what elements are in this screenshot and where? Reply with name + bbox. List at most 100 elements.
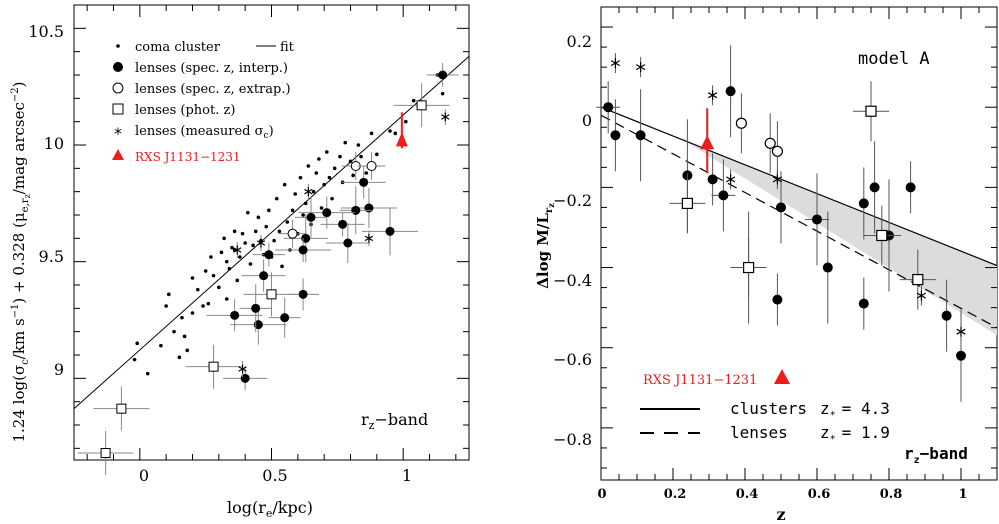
coma-point — [256, 215, 261, 220]
coma-point — [235, 278, 240, 283]
lens-extrap-point — [366, 161, 377, 171]
left-legend: coma cluster fit lenses (spec. z, interp… — [112, 40, 295, 164]
lens-measured-point — [441, 112, 450, 122]
coma-point — [159, 343, 163, 348]
right-asterisk-point — [610, 58, 621, 69]
right-y-tick-0.2: 0.2 — [567, 32, 592, 51]
right-rxs-label: RXS J1131−1231 — [643, 373, 757, 388]
coma-point — [243, 241, 247, 245]
coma-point — [338, 154, 342, 159]
coma-point — [388, 129, 392, 133]
coma-point — [332, 166, 337, 171]
left-y-tick-9: 9 — [54, 360, 64, 379]
coma-point — [348, 159, 353, 164]
right-filled-point — [776, 202, 786, 213]
coma-point — [238, 255, 242, 259]
coma-point — [351, 173, 355, 178]
legend-asterisk-symbol: * — [114, 124, 122, 143]
right-filled-point — [822, 262, 833, 273]
coma-point — [190, 276, 195, 280]
left-x-tick-0: 0 — [139, 466, 149, 485]
right-filled-point — [635, 130, 646, 141]
coma-point — [282, 182, 287, 187]
legend-clusters-label: clusters — [730, 399, 807, 418]
coma-point — [211, 273, 216, 278]
right-data-points — [596, 45, 966, 402]
left-band-label: rz−band — [361, 410, 428, 432]
right-asterisk-point — [725, 174, 736, 185]
coma-point — [280, 264, 284, 269]
right-filled-point — [905, 182, 916, 193]
right-y-tick-m0.6: −0.6 — [553, 350, 592, 369]
coma-point — [356, 143, 361, 147]
coma-point — [325, 150, 329, 154]
right-x-axis-title: z — [776, 505, 785, 524]
lens-measured-point — [304, 187, 313, 197]
coma-point — [182, 334, 187, 339]
lens-measured-point — [364, 233, 374, 243]
lens-interp-point — [338, 219, 348, 229]
right-y-tick-m0.4: −0.4 — [553, 271, 592, 290]
left-panel: 0 0.5 1 9 9.5 10 10.5 log(re/kpc) 1.24 l… — [10, 4, 470, 520]
lens-interp-point — [306, 212, 316, 222]
lens-interp-point — [385, 226, 395, 236]
right-filled-point — [858, 198, 869, 209]
rxs-point — [395, 132, 408, 147]
right-model-label: model A — [858, 49, 930, 69]
right-x-tick-0.4: 0.4 — [736, 487, 759, 502]
right-open-point — [735, 117, 748, 129]
coma-point — [222, 236, 226, 241]
right-rxs-point — [700, 135, 715, 150]
lens-interp-point — [264, 250, 274, 260]
lens-interp-point — [343, 238, 353, 248]
lens-interp-point — [438, 70, 448, 80]
left-axis-ticks — [74, 4, 469, 460]
right-filled-point — [941, 310, 952, 321]
coma-point — [306, 164, 311, 168]
coma-point — [206, 301, 211, 306]
coma-point — [285, 220, 290, 224]
coma-point — [248, 262, 253, 266]
right-square-point — [865, 105, 877, 117]
lens-measured-point — [238, 364, 247, 374]
coma-point — [190, 311, 195, 315]
legend-red-triangle-symbol — [112, 149, 124, 160]
coma-point — [230, 245, 234, 250]
right-square-point — [912, 273, 924, 286]
lens-phot-point — [416, 100, 427, 111]
right-asterisk-point — [772, 174, 783, 185]
coma-point — [293, 192, 298, 196]
left-fit-line — [73, 55, 470, 410]
right-lenses-line — [600, 114, 998, 329]
right-x-tick-0.8: 0.8 — [880, 487, 903, 502]
coma-point — [393, 131, 398, 136]
right-band-label: rz−band — [904, 444, 968, 466]
lens-interp-point — [298, 289, 308, 299]
legend-extrap-label: lenses (spec. z, extrap.) — [135, 82, 291, 97]
coma-point — [303, 201, 308, 206]
left-x-tick-1: 1 — [402, 466, 412, 485]
legend-clusters-z: z* = 4.3 — [820, 399, 890, 421]
right-rxs-triangle-symbol — [774, 369, 790, 384]
right-x-tick-0: 0 — [597, 487, 606, 502]
lens-interp-point — [253, 320, 263, 330]
coma-point — [411, 98, 416, 103]
coma-point — [172, 329, 176, 334]
coma-point — [267, 208, 271, 213]
legend-fit-label: fit — [280, 40, 295, 55]
right-filled-point — [603, 102, 614, 113]
lens-interp-point — [301, 233, 311, 243]
left-y-axis-title: 1.24 log(σc/km s−1) + 0.328 (μe,rz/mag a… — [10, 82, 32, 443]
coma-point — [343, 140, 348, 145]
left-x-tick-0.5: 0.5 — [262, 466, 287, 485]
coma-point — [369, 131, 374, 136]
legend-measured-label: lenses (measured σc) — [135, 124, 274, 141]
coma-point — [322, 182, 326, 187]
right-panel: 0.2 0 −0.2 −0.4 −0.6 −0.8 0 0.2 0.4 0.6 … — [534, 6, 998, 524]
coma-point — [177, 355, 182, 360]
right-x-tick-1: 1 — [958, 487, 967, 502]
lens-phot-point — [208, 361, 219, 372]
coma-point — [274, 196, 279, 201]
coma-point — [301, 213, 305, 217]
